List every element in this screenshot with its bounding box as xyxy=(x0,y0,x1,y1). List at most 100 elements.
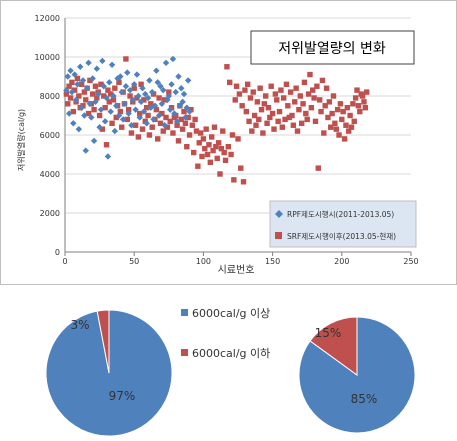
srf-point xyxy=(352,95,359,101)
srf-point xyxy=(285,103,291,109)
rpf-point xyxy=(182,114,189,121)
srf-point xyxy=(70,108,77,115)
rpf-point xyxy=(137,98,145,106)
srf-point xyxy=(271,126,277,132)
srf-point xyxy=(109,120,115,126)
srf-point xyxy=(272,91,279,97)
srf-point xyxy=(357,108,363,115)
srf-point xyxy=(166,89,172,95)
rpf-point xyxy=(133,71,141,78)
pie-left-small-label: 3% xyxy=(70,318,89,332)
srf-point xyxy=(341,136,348,142)
srf-point xyxy=(278,87,284,93)
srf-point xyxy=(139,126,146,132)
pie-slice-below xyxy=(96,309,110,374)
srf-point xyxy=(339,116,345,123)
rpf-point xyxy=(67,67,74,74)
srf-point xyxy=(329,110,335,117)
srf-point xyxy=(346,128,352,134)
srf-point xyxy=(222,157,229,164)
rpf-point xyxy=(85,59,92,67)
srf-point xyxy=(191,149,197,156)
srf-point xyxy=(175,138,182,144)
legend-marker-diamond xyxy=(275,210,283,218)
srf-point xyxy=(106,99,112,105)
srf-point xyxy=(254,99,261,105)
srf-point xyxy=(125,106,132,113)
srf-point xyxy=(157,120,164,126)
srf-point xyxy=(233,83,240,89)
srf-point xyxy=(251,112,258,119)
x-tick-label: 50 xyxy=(129,257,139,266)
srf-point xyxy=(307,71,313,78)
srf-point xyxy=(297,93,303,99)
srf-point xyxy=(163,114,169,121)
srf-point xyxy=(275,118,281,125)
srf-point xyxy=(293,85,299,91)
rpf-point xyxy=(150,116,157,123)
srf-point xyxy=(361,99,367,105)
srf-point xyxy=(87,77,93,84)
srf-point xyxy=(117,108,124,115)
srf-point xyxy=(296,106,302,113)
rpf-point xyxy=(139,85,146,92)
srf-point xyxy=(85,110,92,117)
srf-point xyxy=(240,179,247,185)
rpf-point xyxy=(113,102,120,109)
legend-entry-srf: SRF제도시행이후(2013.05-현재) xyxy=(287,231,396,241)
x-tick-label: 0 xyxy=(62,257,67,266)
rpf-point xyxy=(161,122,168,129)
srf-point xyxy=(173,112,179,119)
srf-point xyxy=(96,112,103,119)
srf-point xyxy=(303,110,309,117)
srf-point xyxy=(308,105,315,111)
srf-point xyxy=(206,142,212,148)
rpf-point xyxy=(151,102,159,109)
srf-point xyxy=(94,95,100,101)
rpf-point xyxy=(169,55,177,63)
rpf-point xyxy=(103,94,110,102)
y-tick-label: 0 xyxy=(55,248,60,257)
srf-point xyxy=(99,126,106,132)
srf-point xyxy=(301,79,308,86)
srf-point xyxy=(167,118,173,125)
srf-point xyxy=(186,132,193,138)
srf-point xyxy=(128,130,135,136)
rpf-point xyxy=(129,96,137,104)
srf-point xyxy=(98,81,104,87)
rpf-point xyxy=(74,81,81,88)
srf-point xyxy=(91,106,97,113)
srf-point xyxy=(211,124,218,130)
srf-point xyxy=(314,83,320,89)
y-tick-label: 12000 xyxy=(35,14,60,23)
rpf-point xyxy=(88,114,95,121)
rpf-point xyxy=(115,112,123,119)
srf-point xyxy=(321,130,327,136)
srf-point xyxy=(184,144,190,150)
srf-point xyxy=(224,64,230,70)
rpf-point xyxy=(101,118,109,125)
srf-point xyxy=(215,140,222,146)
srf-point xyxy=(351,118,357,125)
tick-labels: 0 2000 4000 6000 8000 10000 12000 0 50 100 150 200 2… xyxy=(35,14,419,266)
srf-point xyxy=(141,97,147,103)
srf-point xyxy=(304,116,310,123)
rpf-point xyxy=(108,61,116,68)
srf-point xyxy=(83,97,89,103)
x-tick-label: 100 xyxy=(196,257,211,266)
rpf-point xyxy=(107,108,114,115)
rpf-point xyxy=(86,100,94,107)
srf-point xyxy=(268,83,274,89)
rpf-point xyxy=(173,118,181,125)
rpf-point xyxy=(96,124,103,131)
srf-point xyxy=(322,103,328,109)
pie-legend-below: 6000cal/g 이하 xyxy=(192,346,270,360)
rpf-point xyxy=(81,112,88,119)
srf-point xyxy=(257,85,263,91)
srf-point xyxy=(189,122,196,128)
rpf-point xyxy=(110,92,117,100)
rpf-point xyxy=(122,83,130,90)
srf-point xyxy=(179,126,186,132)
srf-point xyxy=(149,124,155,130)
srf-point xyxy=(113,114,119,121)
